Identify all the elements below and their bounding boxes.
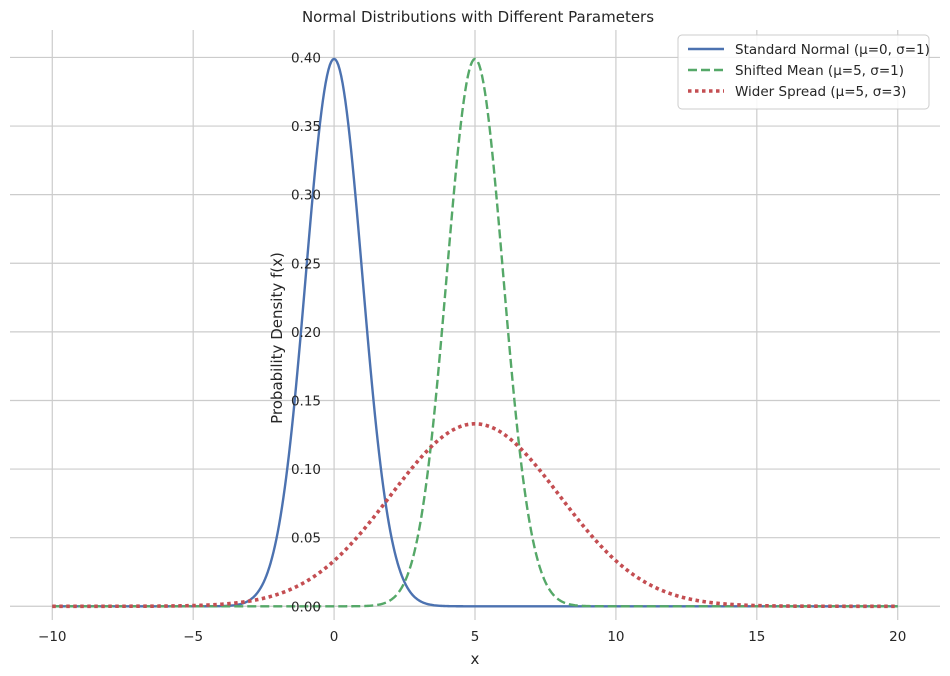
x-axis-label: x	[471, 650, 480, 668]
x-tick-label: 5	[471, 629, 480, 645]
y-tick-label: 0.25	[291, 256, 321, 272]
legend-items: Standard Normal (μ=0, σ=1) Shifted Mean (…	[688, 42, 930, 100]
y-tick-label: 0.35	[291, 119, 321, 135]
legend-box	[677, 34, 930, 110]
x-tick-label: 20	[889, 629, 906, 645]
chart-title: Normal Distributions with Different Para…	[302, 8, 654, 26]
x-tick-label: 15	[748, 629, 765, 645]
series-layer	[51, 57, 899, 609]
y-tick-label: 0.40	[291, 50, 321, 66]
y-tick-label: 0.10	[291, 462, 321, 478]
legend-label-2: Shifted Mean (μ=5, σ=1)	[735, 63, 904, 79]
y-tick-label: 0.20	[291, 325, 321, 341]
series-line-2	[52, 57, 898, 608]
legend-label-1: Standard Normal (μ=0, σ=1)	[735, 42, 930, 58]
series-line-3	[51, 422, 899, 609]
tick-layer: −10 −5 0 5 10 15 20 0.00 0.05 0.10 0.15 0.20 0.25 0.3…	[38, 50, 906, 645]
x-tick-label: −10	[38, 629, 67, 645]
x-tick-label: −5	[183, 629, 203, 645]
legend-label-3: Wider Spread (μ=5, σ=3)	[735, 84, 906, 100]
x-tick-label: 0	[330, 629, 339, 645]
x-tick-label: 10	[607, 629, 624, 645]
y-axis-label: Probability Density f(x)	[268, 252, 286, 424]
y-tick-label: 0.15	[291, 393, 321, 409]
y-tick-label: 0.30	[291, 188, 321, 204]
grid-layer	[10, 30, 940, 620]
y-tick-label: 0.00	[291, 599, 321, 615]
y-tick-label: 0.05	[291, 531, 321, 547]
legend: Standard Normal (μ=0, σ=1) Shifted Mean (…	[677, 34, 930, 110]
